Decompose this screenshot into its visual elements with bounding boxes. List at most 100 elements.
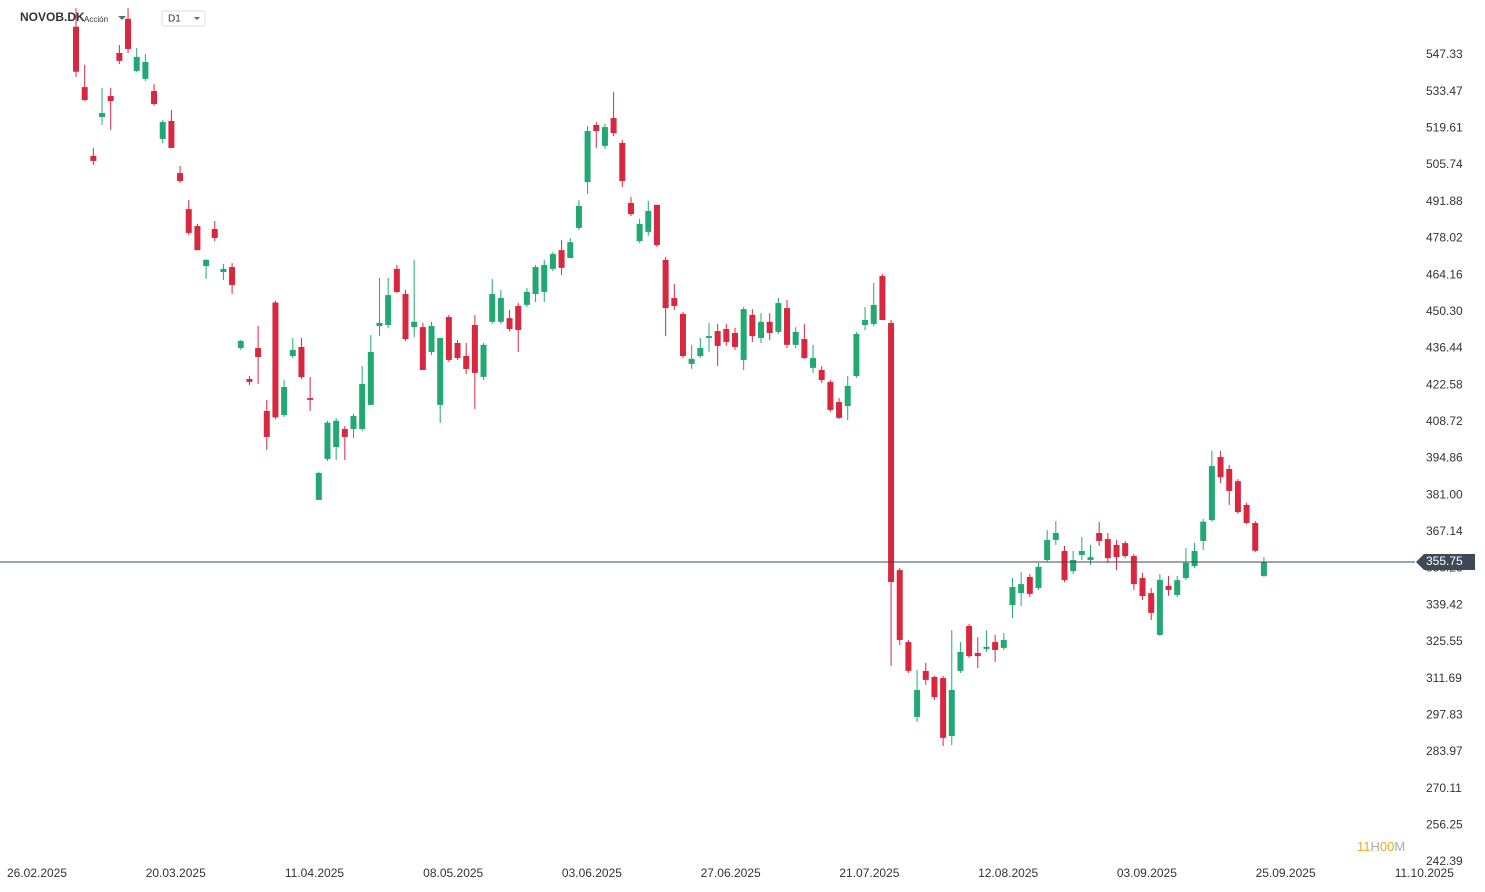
candle-body (168, 120, 175, 148)
last-price-label: 355.75 (1426, 554, 1463, 568)
y-tick-label: 283.97 (1426, 744, 1463, 758)
y-tick-label: 450.30 (1426, 304, 1463, 318)
candle-body (584, 131, 591, 183)
candle-body (523, 291, 530, 305)
candle-body (411, 321, 418, 328)
x-tick-label: 20.03.2025 (146, 866, 206, 880)
countdown-minutes: 00 (1380, 839, 1394, 854)
candle-body (159, 122, 166, 139)
candle-body (1139, 578, 1146, 597)
candle-body (1096, 533, 1103, 541)
candle-body (463, 355, 470, 369)
candle-body (341, 429, 348, 437)
x-tick-label: 25.09.2025 (1256, 866, 1316, 880)
y-tick-label: 367.14 (1426, 524, 1463, 538)
candle-body (1191, 551, 1198, 567)
candle-body (1122, 543, 1129, 557)
candle-body (246, 378, 253, 382)
candle-body (1104, 539, 1111, 559)
candle-body (281, 386, 288, 415)
y-tick-label: 339.42 (1426, 597, 1463, 611)
x-tick-label: 26.02.2025 (7, 866, 67, 880)
candle-body (749, 314, 756, 337)
candle-body (1174, 580, 1181, 595)
candle-body (1148, 593, 1155, 613)
x-tick-label: 11.10.2025 (1395, 866, 1454, 880)
candle-body (393, 268, 400, 292)
candle-body (974, 652, 981, 657)
candle-body (732, 332, 738, 347)
candle-body (73, 26, 80, 72)
candle-body (714, 331, 721, 346)
y-tick-label: 505.74 (1426, 157, 1463, 171)
candle-body (888, 322, 895, 582)
countdown-h: H (1371, 839, 1380, 854)
candle-body (966, 625, 973, 657)
candle-body (324, 422, 331, 459)
y-tick-label: 325.55 (1426, 634, 1463, 648)
candle-body (107, 96, 114, 102)
candle-body (402, 294, 409, 340)
candle-body (705, 336, 712, 338)
x-tick-label: 03.09.2025 (1117, 866, 1177, 880)
candle-body (810, 358, 817, 368)
y-tick-label: 311.69 (1426, 671, 1462, 685)
candle-body (385, 295, 392, 326)
y-tick-label: 533.47 (1426, 84, 1463, 98)
candle-body (1260, 561, 1267, 576)
x-tick-label: 27.06.2025 (701, 866, 761, 880)
candle-body (723, 328, 730, 342)
candle-body (1061, 551, 1068, 581)
candle-body (836, 402, 843, 418)
candle-body (636, 223, 643, 242)
candle-body (558, 250, 565, 268)
candle-body (827, 381, 834, 410)
candle-body (671, 298, 678, 306)
candle-body (255, 348, 262, 358)
candle-body (1165, 585, 1172, 590)
candle-body (567, 242, 574, 259)
x-tick-label: 21.07.2025 (839, 866, 899, 880)
candle-body (1182, 562, 1189, 579)
candle-body (229, 267, 236, 286)
candle-body (315, 472, 322, 500)
x-tick-label: 03.06.2025 (562, 866, 622, 880)
candle-body (957, 651, 964, 671)
candle-body (1078, 551, 1085, 555)
candle-body (645, 210, 652, 232)
candle-body (1217, 457, 1224, 478)
candle-body (307, 398, 314, 400)
candle-body (359, 384, 366, 430)
candle-body (1052, 533, 1059, 540)
candle-body (541, 264, 548, 292)
candle-body (90, 155, 97, 161)
candle-body (879, 276, 886, 320)
candle-body (549, 254, 556, 269)
candle-body (1070, 560, 1077, 572)
candle-body (792, 331, 799, 345)
candle-body (1156, 579, 1163, 635)
y-tick-label: 408.72 (1426, 414, 1463, 428)
candle-body (853, 334, 860, 377)
candle-body (870, 304, 877, 324)
timeframe-select[interactable] (161, 10, 206, 27)
plot: 547.33 533.47 519.61 505.74 491.88 478.02 464.… (0, 8, 1475, 880)
candle-body (1009, 587, 1016, 606)
x-tick-label: 12.08.2025 (978, 866, 1038, 880)
candle-body (766, 321, 773, 333)
candle-body (142, 61, 149, 79)
countdown: 11H00M (1357, 839, 1405, 854)
candle-body (653, 204, 660, 246)
candle-body (931, 676, 938, 698)
candle-body (445, 317, 452, 360)
candle-body (914, 689, 921, 717)
candle-body (1000, 639, 1007, 648)
candle-body (905, 642, 912, 671)
y-tick-label: 394.86 (1426, 451, 1463, 465)
candle-body (1130, 556, 1137, 585)
candle-body (740, 309, 747, 360)
symbol-dropdown[interactable] (118, 16, 126, 20)
timeframe[interactable]: D1 (168, 14, 181, 25)
candle-body (116, 52, 123, 61)
candle-body (619, 142, 626, 182)
